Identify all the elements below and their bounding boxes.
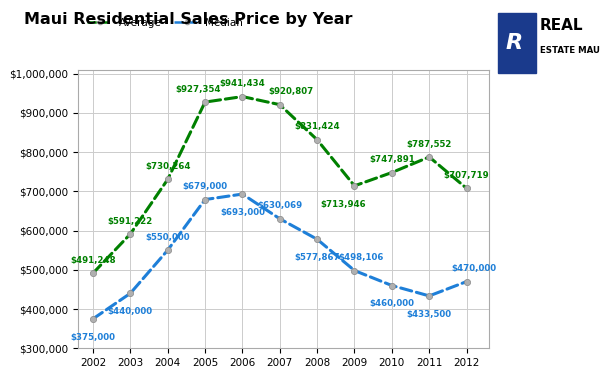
Text: $831,424: $831,424 <box>295 122 340 132</box>
Text: $440,000: $440,000 <box>108 307 153 316</box>
Text: $920,807: $920,807 <box>268 87 313 96</box>
Text: $460,000: $460,000 <box>370 300 415 308</box>
FancyBboxPatch shape <box>498 13 536 73</box>
Text: $693,000: $693,000 <box>220 208 265 217</box>
Text: $433,500: $433,500 <box>407 310 452 319</box>
Text: $550,000: $550,000 <box>145 233 190 242</box>
Text: $787,552: $787,552 <box>407 140 452 149</box>
Text: $679,000: $679,000 <box>182 182 227 191</box>
Text: $491,248: $491,248 <box>70 256 116 265</box>
Text: $747,891: $747,891 <box>369 155 415 164</box>
Text: $941,434: $941,434 <box>220 79 265 88</box>
Text: R: R <box>506 33 523 53</box>
Text: $630,069: $630,069 <box>257 201 302 211</box>
Text: $730,264: $730,264 <box>145 162 190 171</box>
Text: ESTATE MAUI.COM: ESTATE MAUI.COM <box>539 46 600 55</box>
Legend: Average, Median: Average, Median <box>83 14 247 32</box>
Text: $591,222: $591,222 <box>107 217 153 226</box>
Text: $713,946: $713,946 <box>320 200 366 209</box>
Text: $927,354: $927,354 <box>175 85 221 94</box>
Text: $577,867: $577,867 <box>295 253 340 262</box>
Text: REAL: REAL <box>539 18 583 33</box>
Text: $498,106: $498,106 <box>339 253 384 262</box>
Text: $707,719: $707,719 <box>444 171 490 180</box>
Text: Maui Residential Sales Price by Year: Maui Residential Sales Price by Year <box>24 12 353 27</box>
Text: $375,000: $375,000 <box>70 333 115 342</box>
Text: $470,000: $470,000 <box>451 264 496 273</box>
